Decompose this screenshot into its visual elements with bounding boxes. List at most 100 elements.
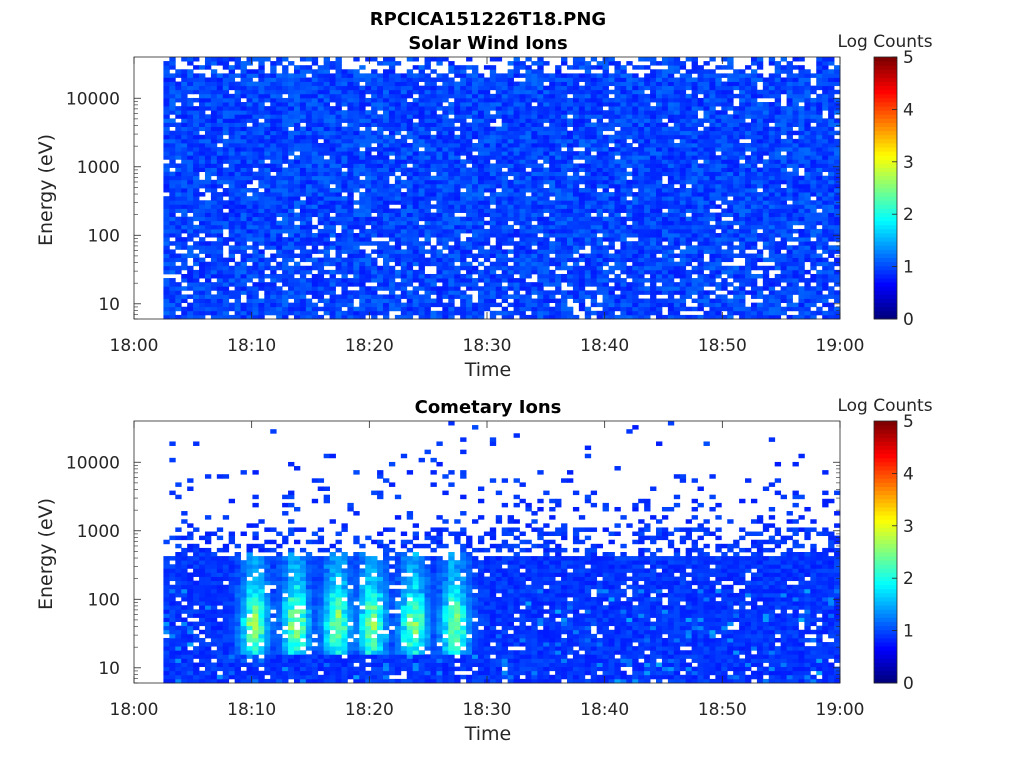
heatmap-cell <box>412 167 420 173</box>
heatmap-cell <box>169 306 176 312</box>
heatmap-cell <box>323 179 330 185</box>
heatmap-cell <box>638 151 645 156</box>
heatmap-cell <box>650 224 657 230</box>
heatmap-cell <box>228 183 236 189</box>
heatmap-cell <box>602 228 609 234</box>
heatmap-cell <box>163 208 170 213</box>
heatmap-cell <box>258 253 265 258</box>
heatmap-cell <box>388 208 396 213</box>
heatmap-cell <box>608 147 615 152</box>
heatmap-cell <box>608 286 615 291</box>
heatmap-cell <box>258 163 265 168</box>
heatmap-cell <box>596 126 603 132</box>
heatmap-cell <box>525 85 532 91</box>
heatmap-cell <box>181 126 188 132</box>
heatmap-cell <box>679 257 687 263</box>
heatmap-cell <box>448 273 455 279</box>
heatmap-cell <box>377 245 384 250</box>
heatmap-cell <box>228 85 236 91</box>
heatmap-cell <box>501 126 509 132</box>
heatmap-cell <box>412 253 420 258</box>
heatmap-cell <box>626 233 633 238</box>
heatmap-cell <box>252 290 259 295</box>
heatmap-cell <box>169 204 176 209</box>
heatmap-cell <box>234 171 241 177</box>
heatmap-cell <box>347 151 354 156</box>
heatmap-cell <box>299 192 307 197</box>
heatmap-cell <box>305 159 313 164</box>
heatmap-cell <box>430 138 437 144</box>
heatmap-cell <box>394 126 402 132</box>
heatmap-cell <box>181 130 188 136</box>
heatmap-cell <box>276 155 283 160</box>
heatmap-cell <box>638 122 645 127</box>
heatmap-cell <box>466 171 473 177</box>
heatmap-cell <box>377 77 384 82</box>
heatmap-cell <box>638 175 645 181</box>
heatmap-cell <box>584 188 592 193</box>
heatmap-cell <box>531 171 538 177</box>
heatmap-cell <box>353 208 360 213</box>
heatmap-cell <box>650 200 657 205</box>
heatmap-cell <box>329 163 336 168</box>
heatmap-cell <box>602 147 609 152</box>
heatmap-cell <box>400 208 408 213</box>
heatmap-cell <box>430 196 437 201</box>
heatmap-cell <box>543 269 550 275</box>
heatmap-cell <box>293 155 301 160</box>
heatmap-cell <box>377 253 384 258</box>
heatmap-cell <box>199 224 206 230</box>
heatmap-cell <box>204 118 212 123</box>
heatmap-cell <box>329 261 336 267</box>
heatmap-cell <box>472 200 479 205</box>
heatmap-cell <box>276 261 283 267</box>
heatmap-cell <box>555 273 562 279</box>
heatmap-cell <box>561 265 568 271</box>
heatmap-cell <box>620 310 627 316</box>
heatmap-cell <box>531 89 538 95</box>
heatmap-cell <box>472 81 479 87</box>
heatmap-cell <box>673 253 681 258</box>
heatmap-cell <box>477 175 485 181</box>
heatmap-cell <box>424 155 431 160</box>
heatmap-cell <box>228 171 236 177</box>
heatmap-cell <box>323 159 330 164</box>
heatmap-cell <box>365 290 372 295</box>
heatmap-cell <box>466 294 473 299</box>
heatmap-cell <box>299 208 307 213</box>
heatmap-cell <box>555 110 562 115</box>
heatmap-cell <box>620 147 627 152</box>
heatmap-cell <box>323 241 330 246</box>
heatmap-cell <box>430 110 437 115</box>
heatmap-cell <box>175 175 182 181</box>
heatmap-cell <box>293 97 301 103</box>
heatmap-cell <box>638 97 645 103</box>
heatmap-cell <box>507 314 514 320</box>
heatmap-cell <box>632 155 639 160</box>
heatmap-cell <box>460 216 467 222</box>
heatmap-cell <box>299 216 307 222</box>
heatmap-cell <box>270 192 277 197</box>
heatmap-cell <box>495 77 503 82</box>
heatmap-cell <box>602 310 609 316</box>
heatmap-cell <box>240 130 247 136</box>
heatmap-cell <box>477 147 485 152</box>
heatmap-cell <box>632 196 639 201</box>
heatmap-cell <box>400 200 408 205</box>
heatmap-cell <box>454 89 461 95</box>
heatmap-cell <box>388 216 396 222</box>
heatmap-cell <box>317 167 325 173</box>
heatmap-cell <box>472 237 479 242</box>
heatmap-cell <box>418 192 425 197</box>
heatmap-cell <box>210 302 218 308</box>
heatmap-cell <box>388 265 396 271</box>
heatmap-cell <box>305 179 313 185</box>
heatmap-cell <box>394 183 402 189</box>
heatmap-cell <box>466 253 473 258</box>
heatmap-cell <box>590 261 598 267</box>
heatmap-cell <box>596 204 603 209</box>
heatmap-cell <box>614 122 621 127</box>
heatmap-cell <box>335 138 342 144</box>
heatmap-cell <box>566 237 574 242</box>
heatmap-cell <box>644 257 651 263</box>
